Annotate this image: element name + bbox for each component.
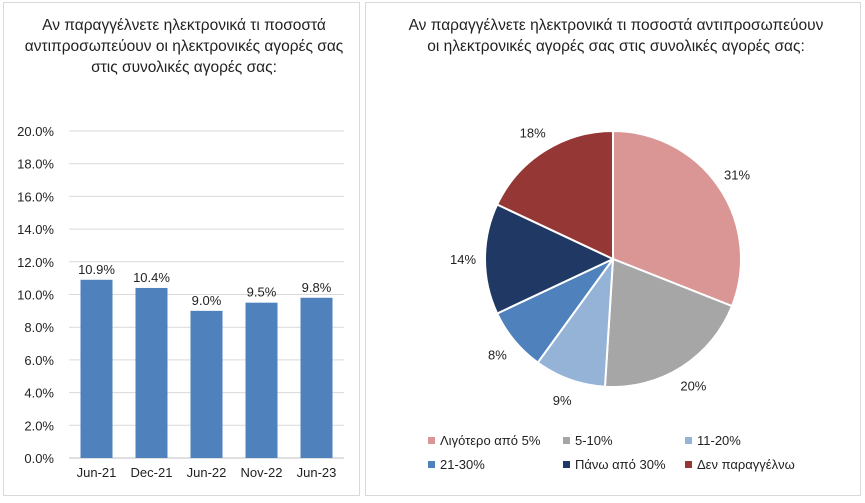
data-label: 9%: [553, 393, 572, 408]
bar: [80, 279, 113, 458]
legend-swatch: [428, 461, 435, 468]
data-label: 31%: [724, 168, 750, 183]
y-tick-label: 12.0%: [17, 255, 54, 270]
legend-swatch: [428, 437, 435, 444]
y-tick-label: 16.0%: [17, 189, 54, 204]
data-label: 14%: [450, 252, 476, 267]
data-label: 9.0%: [192, 293, 222, 308]
data-label: 9.8%: [302, 280, 332, 295]
legend-swatch: [563, 437, 570, 444]
x-tick-label: Nov-22: [241, 465, 283, 480]
y-tick-label: 20.0%: [17, 124, 54, 139]
legend-item: Πάνω από 30%: [563, 457, 685, 472]
bar: [135, 287, 168, 458]
legend-item: 21-30%: [428, 457, 563, 472]
y-tick-label: 18.0%: [17, 157, 54, 172]
pie-chart-panel: Αν παραγγέλνετε ηλεκτρονικά τι ποσοστά α…: [365, 2, 861, 496]
y-tick-label: 14.0%: [17, 222, 54, 237]
y-tick-label: 2.0%: [24, 418, 54, 433]
data-label: 18%: [520, 125, 546, 140]
legend-item: Λιγότερο από 5%: [428, 433, 563, 448]
legend-item: 11-20%: [685, 433, 835, 448]
legend-label: Λιγότερο από 5%: [440, 433, 541, 448]
pie-legend: Λιγότερο από 5% 5-10% 11-20% 21-30% Πάνω από…: [428, 433, 848, 472]
data-label: 10.4%: [133, 270, 170, 285]
legend-swatch: [685, 437, 692, 444]
legend-swatch: [563, 461, 570, 468]
legend-label: 11-20%: [697, 433, 741, 448]
bar-chart: 0.0% 2.0% 4.0% 6.0% 8.0% 10.0% 12.0% 14.0% 16.0%…: [17, 124, 344, 480]
data-label: 20%: [680, 379, 706, 394]
legend-item: 5-10%: [563, 433, 685, 448]
x-tick-label: Dec-21: [131, 465, 173, 480]
legend-label: Δεν παραγγέλνω: [697, 457, 795, 472]
pie-slice: [612, 129, 742, 308]
bar: [245, 302, 278, 458]
pie-slice: [484, 203, 616, 315]
bar-chart-title: Αν παραγγέλνετε ηλεκτρονικά τι ποσοστά α…: [24, 17, 344, 76]
legend-item: Δεν παραγγέλνω: [685, 457, 835, 472]
data-label: 10.9%: [78, 262, 115, 277]
x-tick-label: Jun-22: [187, 465, 227, 480]
y-tick-label: 4.0%: [24, 386, 54, 401]
x-tick-label: Jun-23: [297, 465, 337, 480]
data-label: 9.5%: [247, 285, 277, 300]
pie-chart: 31% 20% 9% 8% 14% 18%: [450, 125, 751, 408]
y-tick-label: 0.0%: [24, 451, 54, 466]
x-tick-label: Jun-21: [77, 465, 117, 480]
legend-label: Πάνω από 30%: [575, 457, 666, 472]
legend-swatch: [685, 461, 692, 468]
pie-slice: [495, 129, 614, 261]
data-label: 8%: [488, 348, 507, 363]
y-tick-label: 6.0%: [24, 353, 54, 368]
y-tick-label: 8.0%: [24, 320, 54, 335]
bar: [300, 297, 333, 458]
bar-chart-panel: Αν παραγγέλνετε ηλεκτρονικά τι ποσοστά α…: [3, 2, 360, 496]
legend-label: 21-30%: [440, 457, 485, 472]
pie-slice: [603, 257, 734, 388]
pie-chart-title: Αν παραγγέλνετε ηλεκτρονικά τι ποσοστά α…: [408, 17, 824, 55]
legend-label: 5-10%: [575, 433, 613, 448]
bar: [190, 310, 223, 458]
y-tick-label: 10.0%: [17, 288, 54, 303]
